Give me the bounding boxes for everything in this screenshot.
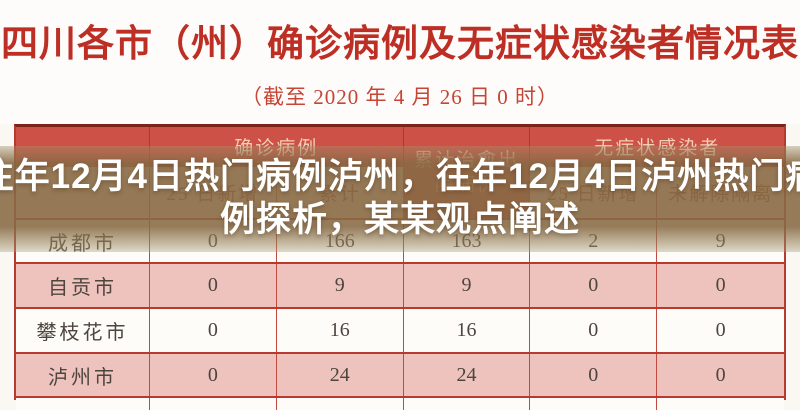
value-cured-total: 16	[404, 309, 531, 352]
value-asymp-new: 0	[530, 264, 658, 307]
table-row-partial	[16, 396, 784, 410]
title-block: 四川各市（州）确诊病例及无症状感染者情况表 （截至 2020 年 4 月 26 …	[0, 0, 800, 124]
value-confirmed-new: 0	[150, 264, 277, 307]
table-row-panzhihua: 攀枝花市 0 16 16 0 0	[16, 307, 784, 352]
city-name: 泸州市	[16, 354, 150, 396]
headline-line2: 例探析，某某观点阐述	[219, 200, 580, 239]
page-title: 四川各市（州）确诊病例及无症状感染者情况表	[1, 24, 799, 65]
table-row-luzhou: 泸州市 0 24 24 0 0	[16, 352, 784, 396]
headline-line1: 往年12月4日热门病例泸州，往年12月4日泸州热门病	[0, 157, 800, 196]
value-confirmed-new: 0	[150, 309, 277, 352]
city-name: 攀枝花市	[16, 309, 150, 352]
value-confirmed-total: 24	[277, 354, 404, 396]
value-cured-total: 24	[404, 354, 531, 396]
value-asymp-active: 0	[715, 274, 726, 296]
value-confirmed-total: 9	[277, 264, 404, 307]
table-row-zigong: 自贡市 0 9 9 0 0	[16, 262, 784, 307]
value-confirmed-new: 0	[150, 354, 277, 396]
value-asymp-new: 0	[530, 354, 658, 396]
value-confirmed-total: 16	[277, 309, 404, 352]
page-subtitle: （截至 2020 年 4 月 26 日 0 时）	[241, 85, 559, 109]
value-asymp-active: 0	[715, 319, 726, 341]
value-asymp-new: 0	[530, 309, 658, 352]
value-cured-total: 9	[404, 264, 531, 307]
headline-overlay-banner: 往年12月4日热门病例泸州，往年12月4日泸州热门病 例探析，某某观点阐述	[0, 146, 800, 252]
city-name: 自贡市	[16, 264, 150, 307]
value-asymp-active: 0	[715, 363, 726, 386]
